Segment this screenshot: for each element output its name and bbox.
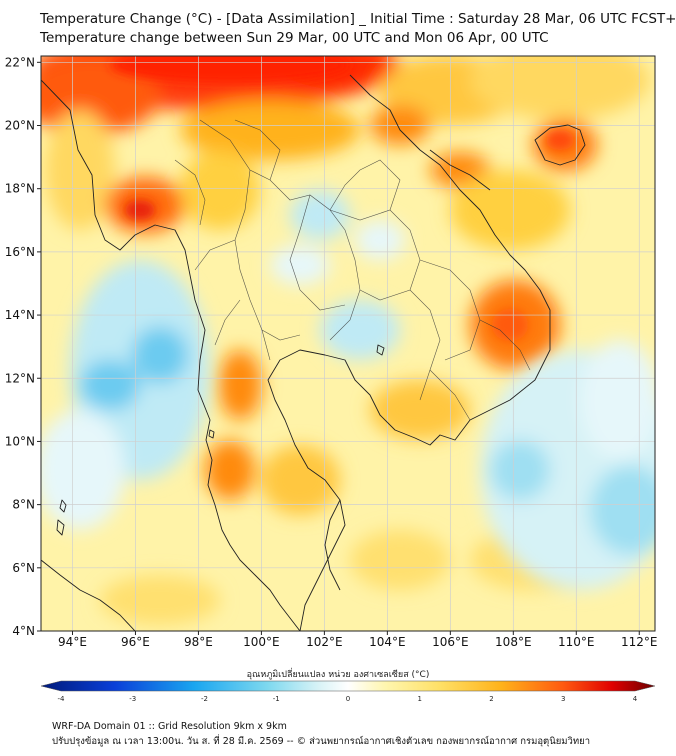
province-borders [174,119,531,421]
colorbar-tick-label: 1 [418,695,422,703]
lat-label: 12°N [5,371,35,385]
lon-label: 96°E [121,635,150,649]
colorbar-tick-label: -2 [201,695,208,703]
footer-model-info: WRF-DA Domain 01 :: Grid Resolution 9km … [52,721,287,732]
colorbar-title: อุณหภูมิเปลี่ยนแปลง หน่วย องศาเซลเซียส (… [246,670,430,680]
colorbar-tick-label: -3 [129,695,136,703]
chart-subtitle: Temperature change between Sun 29 Mar, 0… [40,30,549,46]
lat-label: 20°N [5,119,35,133]
chart-title: Temperature Change (°C) - [Data Assimila… [40,11,676,27]
lat-label: 18°N [5,182,35,196]
graticule [41,56,655,631]
coastlines [41,74,586,631]
colorbar-tick-label: 0 [346,695,350,703]
lat-label: 6°N [12,561,35,575]
lon-label: 108°E [495,635,532,649]
colorbar: -4 -3 -2 -1 0 1 2 3 4 [40,680,656,703]
lat-label: 14°N [5,308,35,322]
lat-label: 22°N [5,55,35,69]
footer-credit: ปรับปรุงข้อมูล ณ เวลา 13:00น. วัน ส. ที่… [52,736,591,747]
colorbar-tick-label: -4 [58,695,66,703]
lat-label: 16°N [5,245,35,259]
lon-label: 110°E [558,635,595,649]
colorbar-tick-label: 4 [633,695,638,703]
lat-label: 10°N [5,434,35,448]
lon-label: 100°E [243,635,280,649]
colorbar-tick-label: -1 [273,695,280,703]
temperature-field [41,56,655,631]
colorbar-ticks: -4 -3 -2 -1 0 1 2 3 4 [58,695,638,703]
lon-label: 106°E [432,635,469,649]
lat-label: 8°N [12,498,35,512]
lat-label: 4°N [12,624,35,638]
lon-label: 104°E [369,635,406,649]
lon-label: 102°E [306,635,343,649]
colorbar-tick-label: 3 [561,695,565,703]
colorbar-bar [40,680,656,692]
colorbar-tick-label: 2 [489,695,493,703]
map-frame [40,55,656,632]
lon-label: 112°E [621,635,658,649]
latitude-labels: 22°N 20°N 18°N 16°N 14°N 12°N 10°N 8°N 6°N 4°N [5,55,41,638]
longitude-labels: 94°E 96°E 98°E 100°E 102°E 104°E 106°E 108°E 110… [58,631,658,649]
lon-label: 94°E [58,635,87,649]
lon-label: 98°E [184,635,213,649]
